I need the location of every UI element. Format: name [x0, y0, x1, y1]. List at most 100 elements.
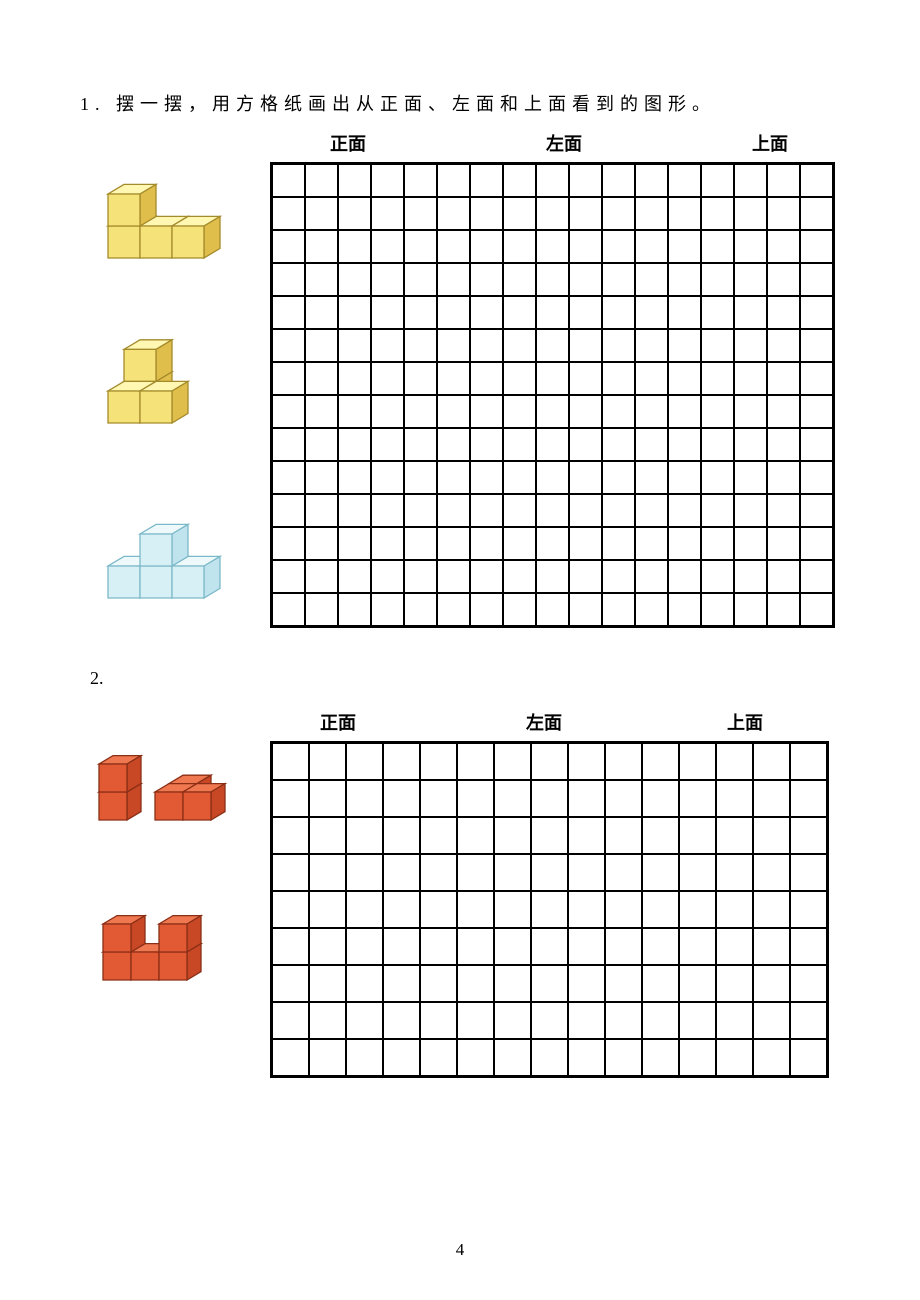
grid-cell — [569, 395, 602, 428]
question-2-number: 2. — [90, 668, 840, 689]
grid-cell — [470, 296, 503, 329]
grid-cell — [800, 527, 833, 560]
grid-cell — [790, 965, 827, 1002]
grid-cell — [635, 296, 668, 329]
grid-cell — [668, 362, 701, 395]
grid-cell — [338, 197, 371, 230]
grid-cell — [568, 780, 605, 817]
grid-cell — [346, 891, 383, 928]
grid-cell — [605, 1039, 642, 1076]
grid-cell — [635, 494, 668, 527]
grid-cell — [503, 329, 536, 362]
grid-cell — [371, 263, 404, 296]
grid-cell — [305, 197, 338, 230]
grid-cell — [767, 230, 800, 263]
grid-cell — [437, 560, 470, 593]
grid-cell — [668, 263, 701, 296]
grid-cell — [536, 296, 569, 329]
cube-shape-icon — [85, 894, 265, 994]
grid-cell — [346, 928, 383, 965]
grid-cell — [800, 494, 833, 527]
grid-cell — [790, 928, 827, 965]
grid-cell — [668, 230, 701, 263]
grid-cell — [346, 817, 383, 854]
grid-cell — [272, 928, 309, 965]
grid-cell — [494, 780, 531, 817]
grid-cell — [701, 362, 734, 395]
grid-cell — [679, 965, 716, 1002]
grid-cell — [503, 461, 536, 494]
grid-cell — [383, 928, 420, 965]
grid-cell — [602, 263, 635, 296]
grid-cell — [790, 743, 827, 780]
grid-cell — [404, 362, 437, 395]
grid-cell — [716, 1002, 753, 1039]
grid-cell — [404, 593, 437, 626]
grid-cell — [383, 1002, 420, 1039]
grid-cell — [531, 780, 568, 817]
grid-cell — [371, 428, 404, 461]
grid-cell — [420, 743, 457, 780]
grid-cell — [605, 854, 642, 891]
grid-cell — [668, 428, 701, 461]
grid-cell — [470, 362, 503, 395]
grid-cell — [383, 965, 420, 1002]
grid-cell — [494, 965, 531, 1002]
grid-cell — [569, 263, 602, 296]
grid-cell — [305, 527, 338, 560]
grid-cell — [716, 965, 753, 1002]
grid-cell — [494, 1039, 531, 1076]
grid-cell — [536, 560, 569, 593]
grid-cell — [305, 164, 338, 197]
grid-cell — [701, 593, 734, 626]
grid-cell — [309, 817, 346, 854]
grid-cell — [420, 928, 457, 965]
grid-cell — [767, 527, 800, 560]
grid-cell — [701, 263, 734, 296]
grid-cell — [668, 197, 701, 230]
grid-cell — [272, 593, 305, 626]
grid-cell — [383, 1039, 420, 1076]
grid-cell — [716, 928, 753, 965]
grid-cell — [753, 854, 790, 891]
grid-cell — [457, 817, 494, 854]
grid-cell — [437, 428, 470, 461]
grid-cell — [470, 527, 503, 560]
grid-cell — [679, 817, 716, 854]
grid-cell — [734, 560, 767, 593]
grid-cell — [635, 395, 668, 428]
grid-cell — [503, 296, 536, 329]
grid-header-左面: 左面 — [526, 709, 562, 735]
grid-cell — [305, 230, 338, 263]
grid-cell — [338, 329, 371, 362]
cube-figure — [90, 325, 260, 440]
question-1-figures — [80, 130, 270, 615]
grid-cell — [568, 891, 605, 928]
grid-cell — [635, 164, 668, 197]
grid-cell — [642, 928, 679, 965]
grid-cell — [701, 230, 734, 263]
grid-cell — [309, 1002, 346, 1039]
grid-cell — [753, 891, 790, 928]
grid-cell — [531, 743, 568, 780]
grid-cell — [503, 197, 536, 230]
grid-cell — [437, 263, 470, 296]
grid-cell — [734, 428, 767, 461]
grid-cell — [309, 780, 346, 817]
grid-cell — [305, 560, 338, 593]
grid-cell — [668, 560, 701, 593]
grid-cell — [404, 329, 437, 362]
grid-cell — [305, 494, 338, 527]
grid-cell — [767, 461, 800, 494]
grid-cell — [605, 1002, 642, 1039]
question-1-grid-area: 正面左面上面 — [270, 130, 835, 628]
grid-cell — [716, 891, 753, 928]
grid-cell — [753, 817, 790, 854]
grid-cell — [272, 560, 305, 593]
grid-cell — [420, 1002, 457, 1039]
grid-header-左面: 左面 — [546, 130, 582, 156]
grid-cell — [494, 854, 531, 891]
grid-cell — [404, 461, 437, 494]
grid-header-正面: 正面 — [320, 709, 356, 735]
grid-header-上面: 上面 — [727, 709, 763, 735]
